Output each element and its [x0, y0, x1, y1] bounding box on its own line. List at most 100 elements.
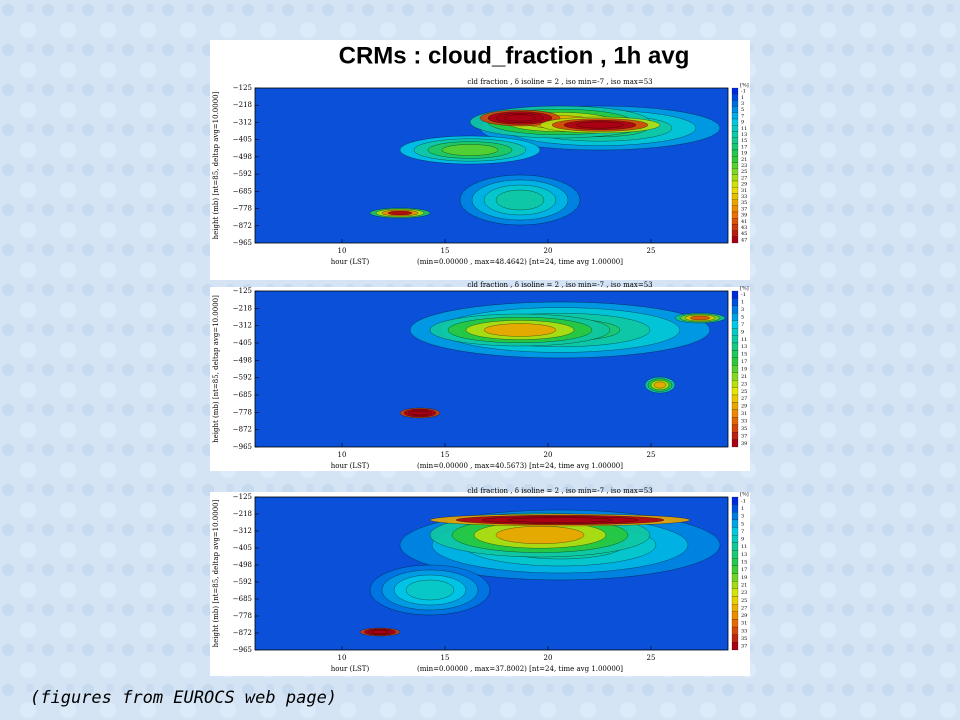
- colorbar-label: 37: [741, 433, 747, 439]
- contour: [405, 579, 455, 601]
- y-tick-label: −872: [233, 222, 252, 230]
- colorbar-label: 17: [741, 359, 747, 365]
- colorbar-cell: [731, 230, 739, 237]
- colorbar-label: 31: [741, 621, 747, 627]
- colorbar-label: -1: [741, 498, 746, 504]
- colorbar-label: -1: [741, 292, 746, 298]
- y-tick-label: −218: [233, 101, 252, 109]
- y-tick-label: −685: [233, 391, 252, 399]
- colorbar-cell: [731, 187, 739, 194]
- colorbar-label: -1: [741, 89, 746, 95]
- y-tick-label: −498: [233, 561, 252, 569]
- y-tick-label: −312: [233, 322, 252, 330]
- y-tick-label: −965: [233, 239, 252, 247]
- colorbar-cell: [731, 619, 739, 628]
- colorbar-cell: [731, 218, 739, 225]
- contour: [495, 189, 545, 211]
- colorbar-label: 27: [741, 605, 747, 611]
- colorbar-label: 33: [741, 194, 747, 200]
- colorbar-cell: [731, 372, 739, 381]
- contour: [689, 315, 711, 321]
- colorbar-cell: [731, 432, 739, 440]
- colorbar-label: 29: [741, 182, 747, 188]
- y-tick-label: −965: [233, 646, 252, 654]
- colorbar-cell: [731, 504, 739, 513]
- colorbar-label: 13: [741, 552, 747, 558]
- colorbar-cell: [731, 496, 739, 505]
- colorbar-cell: [731, 342, 739, 351]
- x-tick-label: 10: [338, 451, 347, 459]
- colorbar-label: 23: [741, 381, 747, 387]
- contour-panel: [254, 87, 729, 244]
- x-tick-label: 15: [441, 247, 450, 255]
- contour: [653, 381, 667, 389]
- colorbar-cell: [731, 156, 739, 163]
- colorbar-label: 9: [741, 120, 744, 126]
- colorbar-cell: [731, 168, 739, 175]
- colorbar-label: 31: [741, 411, 747, 417]
- colorbar-unit: [%]: [740, 286, 749, 292]
- colorbar-cell: [731, 439, 739, 448]
- x-tick-label: 25: [647, 247, 656, 255]
- y-tick-label: −218: [233, 510, 252, 518]
- colorbar-label: 3: [741, 514, 744, 520]
- panel-header: cld fraction , δ isoline = 2 , iso min=-…: [467, 78, 652, 86]
- colorbar-cell: [731, 236, 739, 244]
- y-tick-label: −218: [233, 304, 252, 312]
- colorbar-label: 25: [741, 598, 747, 604]
- colorbar-cell: [731, 199, 739, 206]
- colorbar-cell: [731, 634, 739, 643]
- colorbar-label: 35: [741, 636, 747, 642]
- colorbar-cell: [731, 573, 739, 582]
- y-tick-label: −405: [233, 339, 252, 347]
- y-tick-label: −778: [233, 408, 252, 416]
- y-tick-label: −312: [233, 118, 252, 126]
- colorbar-unit: [%]: [740, 492, 749, 498]
- colorbar-label: 15: [741, 560, 747, 566]
- x-axis-label: hour (LST): [331, 462, 370, 470]
- y-tick-label: −498: [233, 356, 252, 364]
- colorbar-label: 31: [741, 188, 747, 194]
- colorbar-cell: [731, 588, 739, 597]
- colorbar-label: 21: [741, 582, 747, 588]
- colorbar-cell: [731, 626, 739, 635]
- colorbar-label: 35: [741, 200, 747, 206]
- colorbar-cell: [731, 387, 739, 396]
- colorbar-cell: [731, 125, 739, 132]
- x-tick-label: 25: [647, 654, 656, 662]
- colorbar-label: 13: [741, 132, 747, 138]
- colorbar-cell: [731, 380, 739, 388]
- colorbar-cell: [731, 409, 739, 418]
- contour: [371, 630, 389, 634]
- colorbar-cell: [731, 305, 739, 314]
- y-tick-label: −872: [233, 629, 252, 637]
- colorbar-cell: [731, 137, 739, 144]
- colorbar-label: 25: [741, 169, 747, 175]
- colorbar-label: 9: [741, 329, 744, 335]
- x-axis-label: hour (LST): [331, 665, 370, 673]
- y-tick-label: −778: [233, 612, 252, 620]
- stats: (min=0.00000 , max=40.5673) [nt=24, time…: [417, 462, 623, 470]
- colorbar-label: 11: [741, 126, 747, 132]
- colorbar-cell: [731, 193, 739, 200]
- x-axis-label: hour (LST): [331, 258, 370, 266]
- colorbar-cell: [731, 512, 739, 521]
- colorbar-label: 39: [741, 441, 747, 447]
- y-tick-label: −592: [233, 374, 252, 382]
- colorbar-cell: [731, 535, 739, 544]
- caption: (figures from EUROCS web page): [30, 688, 337, 708]
- y-axis-label: height (mb) [nt=85, deltap avg=10.0000]: [212, 295, 220, 443]
- colorbar-label: 35: [741, 426, 747, 432]
- colorbar-label: 19: [741, 575, 747, 581]
- colorbar-cell: [731, 290, 739, 299]
- contour: [387, 210, 413, 216]
- colorbar-cell: [731, 298, 739, 306]
- colorbar-cell: [731, 94, 739, 101]
- contour: [495, 526, 585, 544]
- colorbar-cell: [731, 424, 739, 433]
- colorbar-cell: [731, 527, 739, 536]
- y-tick-label: −592: [233, 170, 252, 178]
- colorbar-cell: [731, 542, 739, 551]
- colorbar-label: 7: [741, 113, 744, 119]
